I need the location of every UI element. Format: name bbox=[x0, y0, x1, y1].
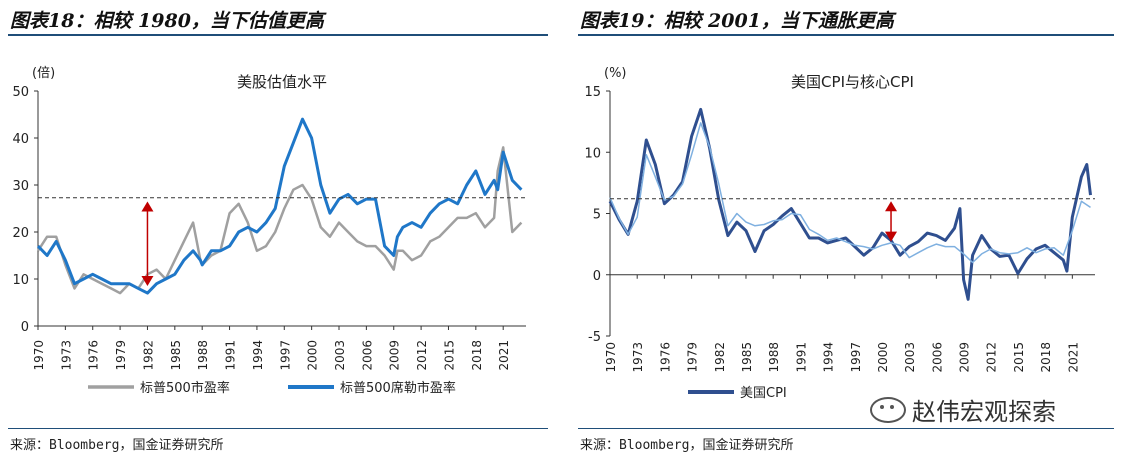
cpi-chart: 美国CPI与核心CPI (%) -5 0 5 10 15 1970 1973 1976 1979 19… bbox=[584, 66, 1095, 401]
x-tick-label: 2018 bbox=[1039, 342, 1053, 373]
y-tick-label: 5 bbox=[593, 208, 601, 223]
legend-label: 标普500席勒市盈率 bbox=[340, 380, 456, 396]
x-tick-label: 2015 bbox=[1012, 342, 1026, 373]
comparison-arrow-head-up bbox=[141, 201, 154, 212]
x-tick-label: 1997 bbox=[849, 342, 863, 373]
x-tick-label: 1973 bbox=[631, 342, 645, 373]
x-tick-label: 1970 bbox=[32, 340, 46, 371]
y-tick-label: 30 bbox=[12, 179, 29, 194]
left-bottom-rule bbox=[8, 428, 548, 429]
y-tick-label: 0 bbox=[21, 320, 29, 335]
x-tick-label: 1976 bbox=[658, 342, 672, 373]
legend-label: 美国CPI bbox=[740, 386, 787, 401]
x-tick-label: 1997 bbox=[278, 340, 292, 371]
right-bottom-rule bbox=[578, 428, 1114, 429]
y-tick-label: 40 bbox=[12, 132, 29, 147]
y-tick-label: 50 bbox=[12, 85, 29, 100]
x-tick-label: 1982 bbox=[713, 342, 727, 373]
x-tick-label: 2018 bbox=[470, 340, 484, 371]
right-title-rule bbox=[578, 34, 1114, 36]
series-core-cpi-line bbox=[609, 122, 1091, 264]
x-tick-label: 2009 bbox=[958, 342, 972, 373]
x-tick-label: 2000 bbox=[306, 340, 320, 371]
x-tick-label: 1970 bbox=[604, 342, 618, 373]
x-tick-label: 2021 bbox=[1066, 342, 1080, 373]
watermark: 赵伟宏观探索 bbox=[870, 392, 1056, 427]
y-axis-unit-label: (倍) bbox=[32, 66, 55, 81]
x-tick-label: 1991 bbox=[224, 340, 238, 371]
x-tick-label: 1979 bbox=[686, 342, 700, 373]
chart-title: 美国CPI与核心CPI bbox=[791, 73, 914, 91]
x-tick-label: 1979 bbox=[114, 340, 128, 371]
y-tick-label: 20 bbox=[12, 226, 29, 241]
x-tick-label: 2015 bbox=[442, 340, 456, 371]
series-cpi-line bbox=[608, 107, 1092, 301]
right-panel-title: 图表19：相较 2001，当下通胀更高 bbox=[580, 10, 894, 32]
series-cape-line bbox=[36, 117, 523, 295]
x-tick-label: 2006 bbox=[360, 340, 374, 371]
x-tick-label: 1985 bbox=[740, 342, 754, 373]
x-tick-label: 1982 bbox=[141, 340, 155, 371]
legend-label: 标普500市盈率 bbox=[140, 380, 230, 396]
x-tick-label: 1994 bbox=[251, 340, 265, 371]
x-tick-label: 1994 bbox=[822, 342, 836, 373]
left-panel-title: 图表18：相较 1980，当下估值更高 bbox=[10, 10, 324, 32]
comparison-arrow-head-down bbox=[885, 231, 898, 242]
y-tick-label: 10 bbox=[12, 273, 29, 288]
wechat-icon bbox=[870, 396, 906, 423]
y-tick-label: 0 bbox=[593, 269, 601, 284]
comparison-arrow-head-down bbox=[141, 276, 154, 287]
x-tick-label: 2021 bbox=[497, 340, 511, 371]
y-tick-label: -5 bbox=[588, 330, 601, 345]
y-axis-unit-label: (%) bbox=[604, 66, 627, 81]
comparison-arrow-head-up bbox=[885, 201, 898, 212]
valuation-chart: 美股估值水平 (倍) 0 10 20 30 40 50 1970 1973 1976 1979 1982… bbox=[12, 66, 526, 396]
x-tick-label: 2009 bbox=[388, 340, 402, 371]
x-tick-label: 2012 bbox=[985, 342, 999, 373]
x-tick-label: 1976 bbox=[87, 340, 101, 371]
x-tick-label: 1973 bbox=[59, 340, 73, 371]
series-pe-line bbox=[36, 146, 523, 295]
right-source-note: 来源：Bloomberg，国金证券研究所 bbox=[580, 438, 794, 453]
x-tick-label: 2003 bbox=[333, 340, 347, 371]
x-tick-label: 1988 bbox=[196, 340, 210, 371]
x-tick-label: 2003 bbox=[903, 342, 917, 373]
x-tick-label: 2006 bbox=[930, 342, 944, 373]
y-tick-label: 10 bbox=[584, 146, 601, 161]
watermark-text: 赵伟宏观探索 bbox=[912, 398, 1056, 426]
chart-title: 美股估值水平 bbox=[237, 73, 327, 91]
left-source-note: 来源：Bloomberg，国金证券研究所 bbox=[10, 438, 224, 453]
x-tick-label: 2012 bbox=[415, 340, 429, 371]
y-tick-label: 15 bbox=[584, 85, 601, 100]
x-tick-label: 2000 bbox=[876, 342, 890, 373]
x-tick-label: 1985 bbox=[169, 340, 183, 371]
x-tick-label: 1991 bbox=[794, 342, 808, 373]
left-title-rule bbox=[8, 34, 548, 36]
x-tick-label: 1988 bbox=[767, 342, 781, 373]
